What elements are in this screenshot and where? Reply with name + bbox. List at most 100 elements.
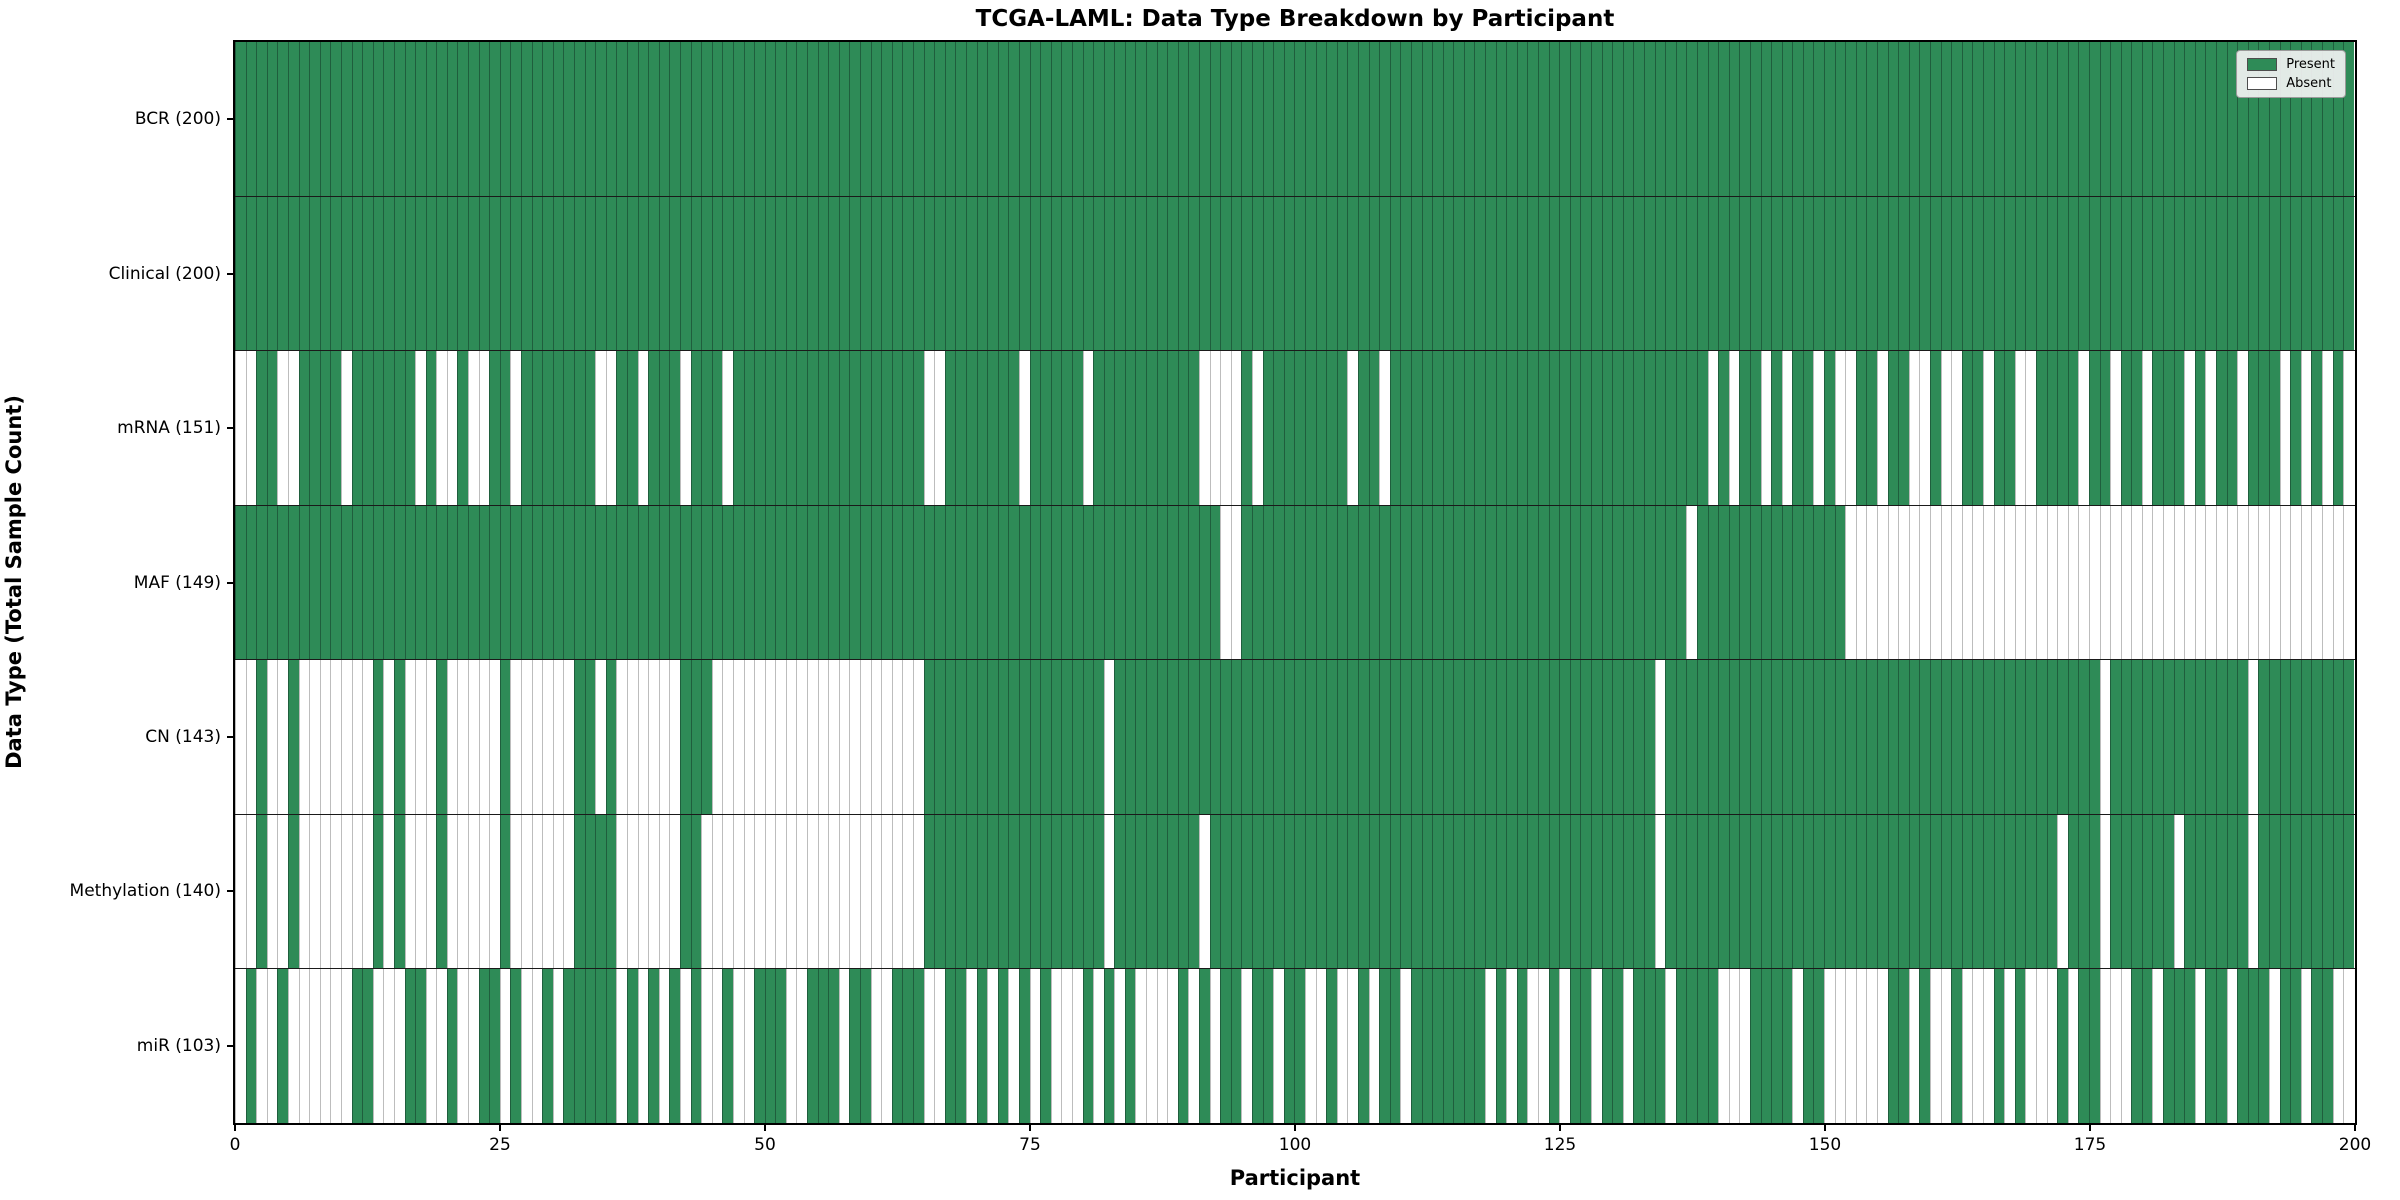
heatmap-cell: [1273, 351, 1284, 505]
heatmap-cell: [542, 351, 553, 505]
heatmap-cell: [2247, 42, 2259, 196]
heatmap-cell: [817, 969, 829, 1124]
heatmap-cell: [574, 660, 585, 814]
heatmap-cell: [764, 969, 776, 1124]
heatmap-cell: [1315, 351, 1327, 505]
heatmap-cell: [1029, 351, 1041, 505]
heatmap-cell: [1940, 814, 1952, 969]
heatmap-cell: [256, 351, 267, 505]
heatmap-cell: [1093, 351, 1104, 505]
heatmap-cell: [838, 351, 850, 505]
heatmap-cell: [1061, 814, 1072, 969]
heatmap-cell: [743, 351, 755, 505]
heatmap-cell: [436, 505, 447, 660]
heatmap-cell: [976, 196, 988, 351]
heatmap-cell: [1209, 814, 1221, 969]
heatmap-cell: [828, 351, 839, 505]
heatmap-cell: [330, 660, 341, 814]
heatmap-cell: [595, 814, 606, 969]
heatmap-cell: [987, 505, 998, 660]
heatmap-cell: [838, 196, 850, 351]
heatmap-cell: [1654, 969, 1666, 1124]
heatmap-cell: [1421, 814, 1433, 969]
heatmap-cell: [542, 505, 553, 660]
heatmap-cell: [1665, 196, 1676, 351]
heatmap-cell: [732, 814, 744, 969]
heatmap-cell: [1538, 660, 1549, 814]
heatmap-cell: [1061, 969, 1072, 1124]
heatmap-cell: [1071, 196, 1083, 351]
heatmap-cell: [870, 969, 882, 1124]
heatmap-cell: [1527, 660, 1539, 814]
heatmap-cell: [1495, 196, 1507, 351]
heatmap-cell: [1919, 42, 1930, 196]
heatmap-cell: [1188, 505, 1200, 660]
heatmap-cell: [1241, 196, 1252, 351]
heatmap-cell: [1400, 969, 1411, 1124]
heatmap-cell: [679, 969, 691, 1124]
heatmap-cell: [319, 969, 331, 1124]
x-tick-label-75: 75: [1019, 1135, 1041, 1155]
heatmap-cell: [2099, 351, 2111, 505]
heatmap-cell: [1421, 969, 1433, 1124]
heatmap-cell: [944, 505, 956, 660]
heatmap-cell: [2226, 505, 2238, 660]
heatmap-cell: [1760, 505, 1772, 660]
heatmap-cell: [330, 42, 341, 196]
heatmap-cell: [976, 505, 988, 660]
heatmap-cell: [1771, 42, 1782, 196]
heatmap-cell: [2321, 505, 2333, 660]
heatmap-cell: [923, 660, 935, 814]
heatmap-cell: [1040, 660, 1051, 814]
heatmap-cell: [2258, 42, 2269, 196]
heatmap-cell: [1114, 505, 1125, 660]
heatmap-cell: [955, 351, 966, 505]
heatmap-cell: [1400, 814, 1411, 969]
heatmap-cell: [1167, 505, 1178, 660]
heatmap-cell: [362, 814, 373, 969]
heatmap-cell: [510, 42, 522, 196]
heatmap-cell: [701, 660, 712, 814]
heatmap-cell: [489, 660, 500, 814]
heatmap-cell: [1199, 196, 1210, 351]
heatmap-cell: [976, 660, 988, 814]
heatmap-cell: [2343, 505, 2354, 660]
heatmap-cell: [1167, 351, 1178, 505]
heatmap-cell: [1665, 660, 1676, 814]
heatmap-cell: [1601, 196, 1613, 351]
heatmap-cell: [489, 42, 500, 196]
heatmap-cell: [1855, 196, 1867, 351]
legend-swatch-absent: [2247, 77, 2278, 90]
heatmap-cell: [722, 42, 733, 196]
heatmap-cell: [584, 969, 596, 1124]
heatmap-cell: [446, 969, 458, 1124]
heatmap-cell: [1612, 351, 1623, 505]
heatmap-cell: [2004, 814, 2015, 969]
heatmap-cell: [510, 196, 522, 351]
heatmap-cell: [2131, 505, 2142, 660]
heatmap-cell: [1569, 814, 1581, 969]
heatmap-cell: [1749, 351, 1761, 505]
heatmap-cell: [1124, 351, 1136, 505]
heatmap-cell: [1654, 196, 1666, 351]
heatmap-cell: [383, 969, 394, 1124]
heatmap-cell: [1262, 196, 1274, 351]
heatmap-cell: [256, 196, 267, 351]
heatmap-cell: [775, 814, 786, 969]
heatmap-cell: [1824, 814, 1835, 969]
heatmap-cell: [1527, 969, 1539, 1124]
x-tick-label-200: 200: [2338, 1135, 2372, 1155]
heatmap-cell: [521, 196, 532, 351]
heatmap-cell: [1961, 969, 1973, 1124]
heatmap-cell: [701, 814, 712, 969]
heatmap-cell: [2205, 505, 2217, 660]
heatmap-cell: [626, 196, 638, 351]
heatmap-cell: [2057, 969, 2068, 1124]
heatmap-cell: [1908, 505, 1920, 660]
heatmap-cell: [574, 814, 585, 969]
heatmap-cell: [478, 42, 490, 196]
heatmap-cell: [1622, 660, 1634, 814]
heatmap-cell: [1008, 351, 1019, 505]
heatmap-cell: [2279, 42, 2291, 196]
heatmap-cell: [1940, 505, 1952, 660]
